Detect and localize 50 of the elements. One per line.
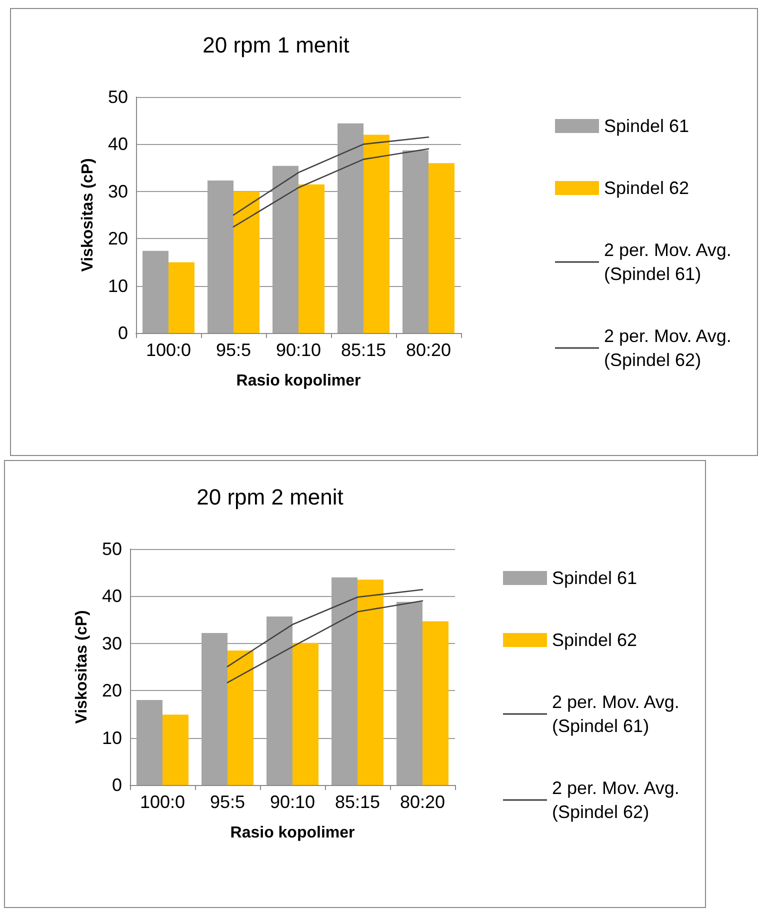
y-tick-label: 30: [102, 633, 122, 654]
x-tick-label: 85:15: [340, 340, 386, 360]
y-tick-label: 10: [102, 728, 122, 748]
bar: [422, 621, 448, 785]
bar: [298, 184, 324, 333]
y-tick-label: 50: [108, 87, 128, 107]
y-tick-label: 40: [108, 134, 128, 154]
line-series: [232, 136, 430, 216]
x-tick-label: 85:15: [334, 792, 380, 812]
x-tick-label: 80:20: [406, 340, 452, 360]
x-axis-title: Rasio kopolimer: [230, 824, 355, 842]
line-series: [226, 588, 424, 668]
y-tick-label: 0: [112, 775, 122, 795]
y-tick-label: 20: [108, 228, 128, 249]
y-tick-label: 30: [108, 181, 128, 202]
x-tick-label: 90:10: [270, 792, 316, 812]
x-tick-label: 95:5: [210, 792, 246, 812]
y-axis-title: Viskositas (cP): [74, 610, 90, 724]
legend-label: 2 per. Mov. Avg. (Spindel 61): [552, 692, 684, 736]
x-tick-label: 80:20: [400, 792, 446, 812]
legend-label: 2 per. Mov. Avg. (Spindel 61): [604, 240, 736, 284]
x-tick-label: 95:5: [216, 340, 252, 360]
legend-label: Spindel 61: [552, 568, 638, 588]
y-tick-label: 10: [108, 276, 128, 296]
bar: [428, 163, 454, 333]
y-tick-label: 20: [102, 680, 122, 701]
bar: [162, 714, 188, 785]
bar: [292, 642, 318, 785]
x-tick-label: 100:0: [140, 792, 186, 812]
bar: [358, 580, 384, 785]
line-series: [226, 600, 424, 684]
legend-label: 2 per. Mov. Avg. (Spindel 62): [604, 326, 736, 370]
y-axis-title: Viskositas (cP): [80, 158, 96, 272]
legend-label: 2 per. Mov. Avg. (Spindel 62): [552, 778, 684, 822]
chart-title: 20 rpm 2 menit: [196, 484, 344, 510]
bar: [234, 191, 260, 333]
chart-title: 20 rpm 1 menit: [202, 32, 350, 58]
x-tick-label: 100:0: [146, 340, 192, 360]
legend-label: Spindel 61: [604, 116, 690, 136]
bar: [228, 650, 254, 785]
line-series: [232, 148, 430, 228]
x-axis-title: Rasio kopolimer: [236, 372, 361, 390]
y-tick-label: 50: [102, 539, 122, 559]
bar: [364, 134, 390, 333]
y-tick-label: 0: [118, 323, 128, 343]
x-tick-label: 90:10: [276, 340, 322, 360]
bar: [168, 262, 194, 333]
legend-label: Spindel 62: [604, 178, 690, 198]
legend-label: Spindel 62: [552, 630, 638, 650]
y-tick-label: 40: [102, 586, 122, 606]
